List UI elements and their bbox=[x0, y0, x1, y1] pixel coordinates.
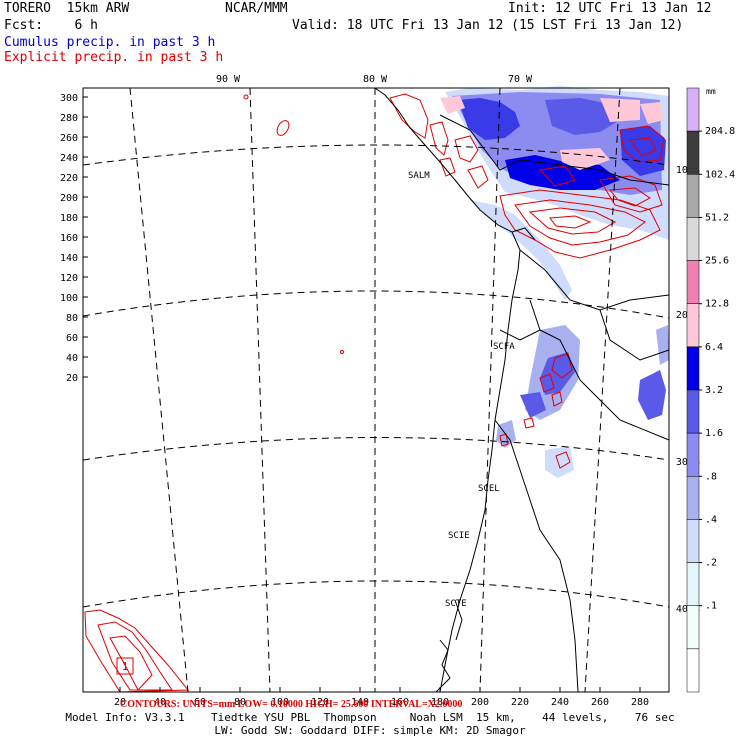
y-axis: 300 280 260 240 220 200 180 160 140 120 100 80 60 40 2… bbox=[60, 93, 88, 384]
colorbar-swatch bbox=[686, 519, 700, 563]
colorbar-label: 1.6 bbox=[705, 428, 723, 439]
x-tick-label: 20 bbox=[114, 697, 126, 708]
station-scte: SCTE bbox=[445, 599, 467, 609]
colorbar-label: .8 bbox=[705, 471, 717, 482]
y-tick-label: 140 bbox=[60, 253, 78, 264]
explicit-precip-contours bbox=[84, 93, 665, 693]
colorbar-label: 204.8 bbox=[705, 126, 735, 137]
explicit-precip-shading bbox=[440, 96, 664, 170]
x-tick-label: 280 bbox=[631, 697, 649, 708]
x-tick-label: 180 bbox=[431, 697, 449, 708]
y-tick-label: 40 bbox=[66, 353, 78, 364]
x-tick-label: 140 bbox=[351, 697, 369, 708]
lon-label-80w: 80 W bbox=[363, 74, 388, 85]
colorbar-swatch bbox=[686, 346, 700, 391]
field-cumulus-label: Cumulus precip. in past 3 h bbox=[4, 35, 216, 50]
colorbar-swatch bbox=[686, 476, 700, 520]
x-tick-label: 240 bbox=[551, 697, 569, 708]
init-time: Init: 12 UTC Fri 13 Jan 12 bbox=[508, 1, 712, 16]
y-tick-label: 180 bbox=[60, 213, 78, 224]
y-tick-label: 60 bbox=[66, 333, 78, 344]
organization: NCAR/MMM bbox=[225, 1, 288, 16]
colorbar-swatch bbox=[686, 174, 700, 218]
colorbar-swatch bbox=[686, 303, 700, 348]
x-tick-label: 60 bbox=[194, 697, 206, 708]
country-borders bbox=[439, 114, 670, 693]
station-scie: SCIE bbox=[448, 531, 470, 541]
field-explicit-label: Explicit precip. in past 3 h bbox=[4, 50, 224, 65]
colorbar-label: 102.4 bbox=[705, 169, 735, 180]
colorbar-label: 6.4 bbox=[705, 342, 723, 353]
colorbar-label: .2 bbox=[705, 558, 717, 569]
y-tick-label: 200 bbox=[60, 193, 78, 204]
colorbar-swatch bbox=[686, 389, 700, 434]
lat-lon-grid bbox=[82, 87, 670, 693]
colorbar: 204.8 102.4 51.2 25.6 12.8 6.4 3.2 1.6 .8 .4 .2 .1 bbox=[686, 87, 735, 693]
y-tick-label: 160 bbox=[60, 233, 78, 244]
station-scfa: SCFA bbox=[493, 342, 515, 352]
plot-frame bbox=[82, 87, 670, 693]
cumulus-precip-shading bbox=[445, 86, 669, 478]
footer-physics-info: LW: Godd SW: Goddard DIFF: simple KM: 2D… bbox=[214, 724, 526, 737]
x-tick-label: 260 bbox=[591, 697, 609, 708]
y-tick-label: 120 bbox=[60, 273, 78, 284]
x-tick-label: 120 bbox=[311, 697, 329, 708]
colorbar-label: 25.6 bbox=[705, 256, 729, 267]
colorbar-swatch bbox=[686, 562, 700, 606]
y-tick-label: 100 bbox=[60, 293, 78, 304]
x-axis: 20 40 60 80 100 120 140 160 180 200 220 240 260 280 bbox=[114, 687, 649, 708]
colorbar-label: .1 bbox=[705, 601, 717, 612]
footer-model-info: Model Info: V3.3.1 Tiedtke YSU PBL Thomp… bbox=[65, 711, 675, 724]
colorbar-label: 3.2 bbox=[705, 385, 723, 396]
y-tick-label: 280 bbox=[60, 113, 78, 124]
colorbar-swatch bbox=[686, 87, 700, 132]
y-tick-label: 20 bbox=[66, 373, 78, 384]
lon-label-90w: 90 W bbox=[216, 74, 241, 85]
x-tick-label: 160 bbox=[391, 697, 409, 708]
colorbar-label: 51.2 bbox=[705, 212, 729, 223]
x-tick-label: 100 bbox=[271, 697, 289, 708]
y-tick-label: 260 bbox=[60, 133, 78, 144]
colorbar-unit: mm bbox=[706, 87, 716, 96]
forecast-hour: Fcst: 6 h bbox=[4, 18, 98, 33]
coastline bbox=[374, 87, 536, 693]
model-title: TORERO 15km ARW bbox=[4, 1, 130, 16]
x-tick-label: 40 bbox=[154, 697, 166, 708]
x-tick-label: 80 bbox=[234, 697, 246, 708]
colorbar-label: .4 bbox=[705, 514, 717, 525]
y-tick-label: 220 bbox=[60, 173, 78, 184]
valid-time: Valid: 18 UTC Fri 13 Jan 12 (15 LST Fri … bbox=[292, 18, 684, 33]
station-scel: SCEL bbox=[478, 484, 500, 494]
colorbar-swatch bbox=[686, 130, 700, 175]
domain-label: 1 bbox=[122, 660, 129, 673]
colorbar-label: 12.8 bbox=[705, 299, 729, 310]
lon-label-70w: 70 W bbox=[508, 74, 533, 85]
colorbar-swatch bbox=[686, 217, 700, 261]
y-tick-label: 80 bbox=[66, 313, 78, 324]
colorbar-swatch bbox=[686, 432, 700, 477]
x-tick-label: 220 bbox=[511, 697, 529, 708]
y-tick-label: 240 bbox=[60, 153, 78, 164]
y-tick-label: 300 bbox=[60, 93, 78, 104]
station-salm: SALM bbox=[408, 171, 430, 181]
contour-info: CONTOURS: UNITS=mm LOW= 0.10000 HIGH= 25… bbox=[120, 699, 462, 710]
colorbar-swatch bbox=[686, 648, 700, 693]
colorbar-swatch bbox=[686, 260, 700, 304]
domain-box bbox=[116, 657, 134, 675]
x-tick-label: 200 bbox=[471, 697, 489, 708]
colorbar-swatch bbox=[686, 605, 700, 650]
